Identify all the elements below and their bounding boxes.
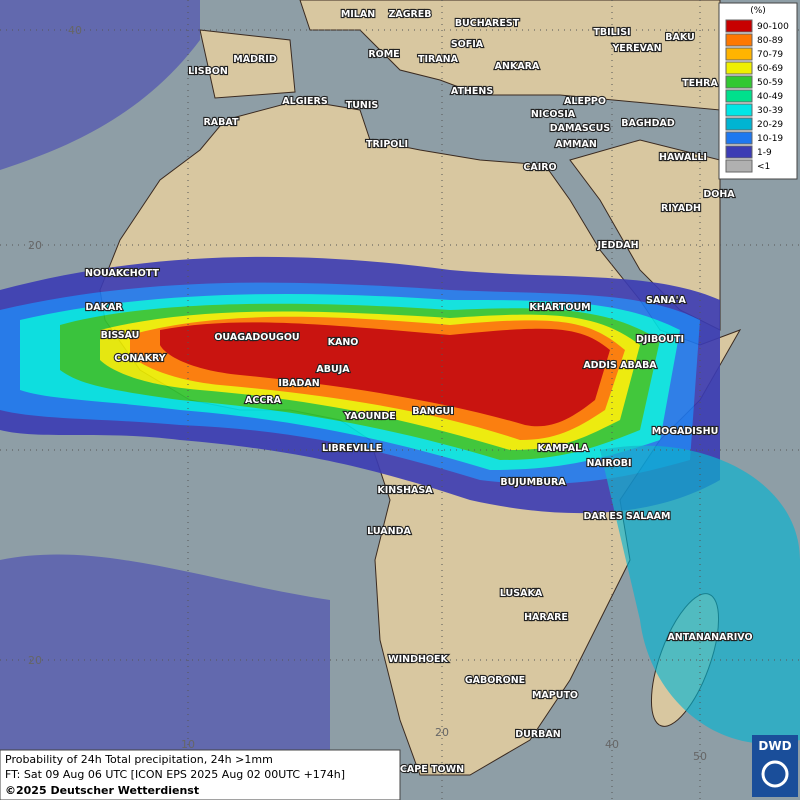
- legend-swatch: [725, 103, 753, 117]
- legend-label: 1-9: [757, 148, 772, 158]
- city-label: NOUAKCHOTT: [85, 268, 159, 279]
- city-label: DJIBOUTI: [636, 334, 684, 345]
- city-label: ANKARA: [495, 61, 540, 72]
- footer: Probability of 24h Total precipitation, …: [0, 749, 401, 800]
- city-label: CONAKRY: [114, 353, 166, 364]
- legend: (%) 90-100 80-89 70-79 60-69 50-59 40-49 30-39…: [718, 2, 798, 180]
- city-label: ZAGREB: [388, 9, 431, 20]
- legend-swatch: [725, 75, 753, 89]
- city-label: MOGADISHU: [652, 426, 719, 437]
- footer-line: FT: Sat 09 Aug 06 UTC [ICON EPS 2025 Aug…: [5, 768, 345, 781]
- city-label: CAPE TOWN: [400, 764, 464, 775]
- legend-label: 90-100: [757, 22, 789, 32]
- legend-swatch: [725, 145, 753, 159]
- city-label: ANTANANARIVO: [667, 632, 752, 643]
- city-label: TRIPOLI: [366, 139, 408, 150]
- legend-label: 80-89: [757, 36, 783, 46]
- city-label: BISSAU: [101, 330, 140, 341]
- city-label: ADDIS ABABA: [583, 360, 657, 371]
- city-label: YEREVAN: [611, 43, 661, 54]
- city-label: DAMASCUS: [550, 123, 611, 134]
- legend-label: 20-29: [757, 120, 783, 130]
- legend-label: 40-49: [757, 92, 783, 102]
- city-label: GABORONE: [465, 675, 525, 686]
- city-label: LUANDA: [367, 526, 411, 537]
- legend-swatch: [725, 117, 753, 131]
- city-label: YAOUNDE: [343, 411, 395, 422]
- grid-label: 10: [181, 738, 195, 751]
- city-label: OUAGADOUGOU: [214, 332, 299, 343]
- city-label: NICOSIA: [531, 109, 576, 120]
- legend-title: (%): [750, 6, 766, 16]
- legend-label: <1: [757, 162, 770, 172]
- city-label: JEDDAH: [596, 240, 638, 251]
- city-label: KINSHASA: [377, 485, 433, 496]
- legend-label: 30-39: [757, 106, 783, 116]
- copyright: ©2025 Deutscher Wetterdienst: [5, 784, 199, 797]
- city-label: ATHENS: [451, 86, 493, 97]
- city-label: BAGHDAD: [621, 118, 675, 129]
- legend-swatch: [725, 33, 753, 47]
- city-label: MAPUTO: [532, 690, 578, 701]
- legend-label: 10-19: [757, 134, 783, 144]
- city-label: HAWALLI: [659, 152, 707, 163]
- city-label: BAKU: [665, 32, 695, 43]
- city-label: RIYADH: [661, 203, 701, 214]
- city-label: ALEPPO: [564, 96, 606, 107]
- footer-line: Probability of 24h Total precipitation, …: [5, 753, 273, 766]
- city-label: MILAN: [341, 9, 375, 20]
- city-label: ROME: [368, 49, 399, 60]
- city-label: DAKAR: [85, 302, 123, 313]
- city-label: RABAT: [203, 117, 239, 128]
- city-label: DOHA: [703, 189, 735, 200]
- city-label: HARARE: [524, 612, 568, 623]
- city-label: MADRID: [233, 54, 277, 65]
- grid-label: 50: [693, 750, 707, 763]
- city-label: IBADAN: [278, 378, 319, 389]
- city-label: LUSAKA: [500, 588, 543, 599]
- grid-label: 40: [68, 24, 82, 37]
- city-label: BUCHAREST: [455, 18, 520, 29]
- grid-label: 20: [435, 726, 449, 739]
- city-label: DURBAN: [515, 729, 561, 740]
- legend-swatch: [725, 19, 753, 33]
- city-label: TIRANA: [418, 54, 459, 65]
- city-label: SOFIA: [451, 39, 484, 50]
- legend-swatch: [725, 47, 753, 61]
- city-label: WINDHOEK: [388, 654, 448, 665]
- grid-label: 20: [28, 654, 42, 667]
- city-label: CAIRO: [523, 162, 556, 173]
- legend-label: 50-59: [757, 78, 783, 88]
- grid-label: 20: [28, 239, 42, 252]
- city-label: KANO: [328, 337, 359, 348]
- city-label: TUNIS: [346, 100, 379, 111]
- city-label: AMMAN: [555, 139, 597, 150]
- city-label: TBILISI: [593, 27, 630, 38]
- city-label: ALGIERS: [282, 96, 328, 107]
- city-label: BUJUMBURA: [500, 477, 566, 488]
- logo-text: DWD: [758, 739, 791, 753]
- legend-swatch: [725, 159, 753, 173]
- city-label: TEHRA: [682, 78, 718, 89]
- city-label: DAR ES SALAAM: [584, 511, 671, 522]
- city-label: SANA'A: [646, 295, 686, 306]
- city-label: ACCRA: [245, 395, 282, 406]
- city-label: KAMPALA: [537, 443, 589, 454]
- city-label: KHARTOUM: [529, 302, 590, 313]
- logo: DWD: [752, 735, 798, 797]
- legend-swatch: [725, 131, 753, 145]
- grid-label: 40: [605, 738, 619, 751]
- city-label: BANGUI: [412, 406, 454, 417]
- legend-swatch: [725, 61, 753, 75]
- city-label: NAIROBI: [586, 458, 631, 469]
- legend-label: 70-79: [757, 50, 783, 60]
- city-label: ABUJA: [316, 364, 350, 375]
- legend-swatch: [725, 89, 753, 103]
- city-label: LIBREVILLE: [322, 443, 382, 454]
- legend-label: 60-69: [757, 64, 783, 74]
- city-label: LISBON: [188, 66, 228, 77]
